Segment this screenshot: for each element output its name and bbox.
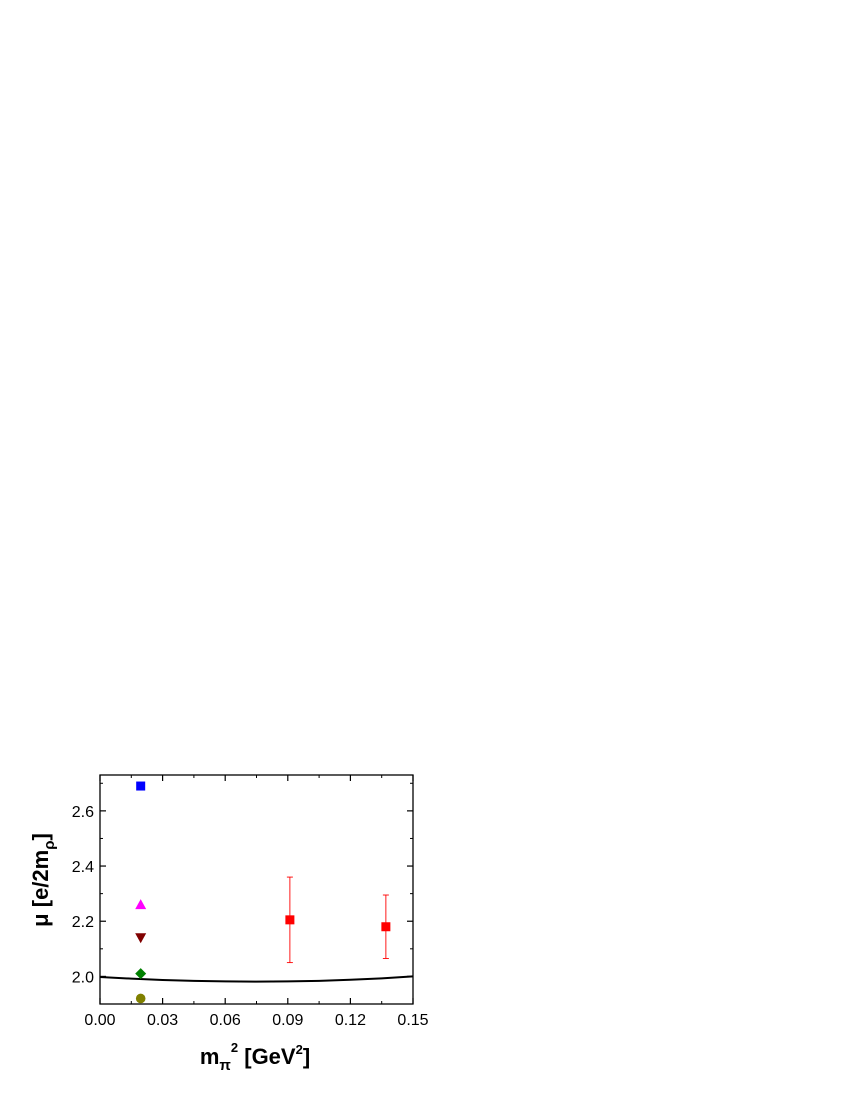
y-axis-title: μ [e/2mρ]: [28, 833, 58, 927]
x-tick-label: 0.03: [147, 1012, 178, 1029]
y-tick-label: 2.2: [72, 914, 94, 931]
data-point-triangle-down: [135, 933, 147, 944]
data-point-square: [285, 915, 295, 925]
x-axis-title: mπ2 [GeV2]: [200, 1040, 310, 1074]
data-point-diamond: [135, 968, 147, 980]
plot-frame: [99, 774, 414, 1005]
curve-layer: [99, 975, 414, 983]
x-tick-label: 0.09: [272, 1012, 303, 1029]
x-tick-label: 0.12: [335, 1012, 366, 1029]
y-tick-label: 2.6: [72, 804, 94, 821]
y-tick-label: 2.4: [72, 859, 94, 876]
data-point-circle: [135, 993, 146, 1004]
data-point-square: [136, 781, 146, 791]
x-tick-label: 0.00: [84, 1012, 115, 1029]
points-layer: [135, 781, 391, 1004]
x-tick-label: 0.06: [210, 1012, 241, 1029]
data-point-square: [381, 922, 391, 932]
y-tick-label: 2.0: [72, 969, 94, 986]
fit-curve-line: [99, 975, 414, 983]
x-tick-label: 0.15: [397, 1012, 428, 1029]
ticks: 0.00 0.03 0.06 0.09 0.12 0.15 2.0 2.2 2.4 2.6: [72, 775, 429, 1029]
data-point-triangle-up: [135, 899, 147, 910]
